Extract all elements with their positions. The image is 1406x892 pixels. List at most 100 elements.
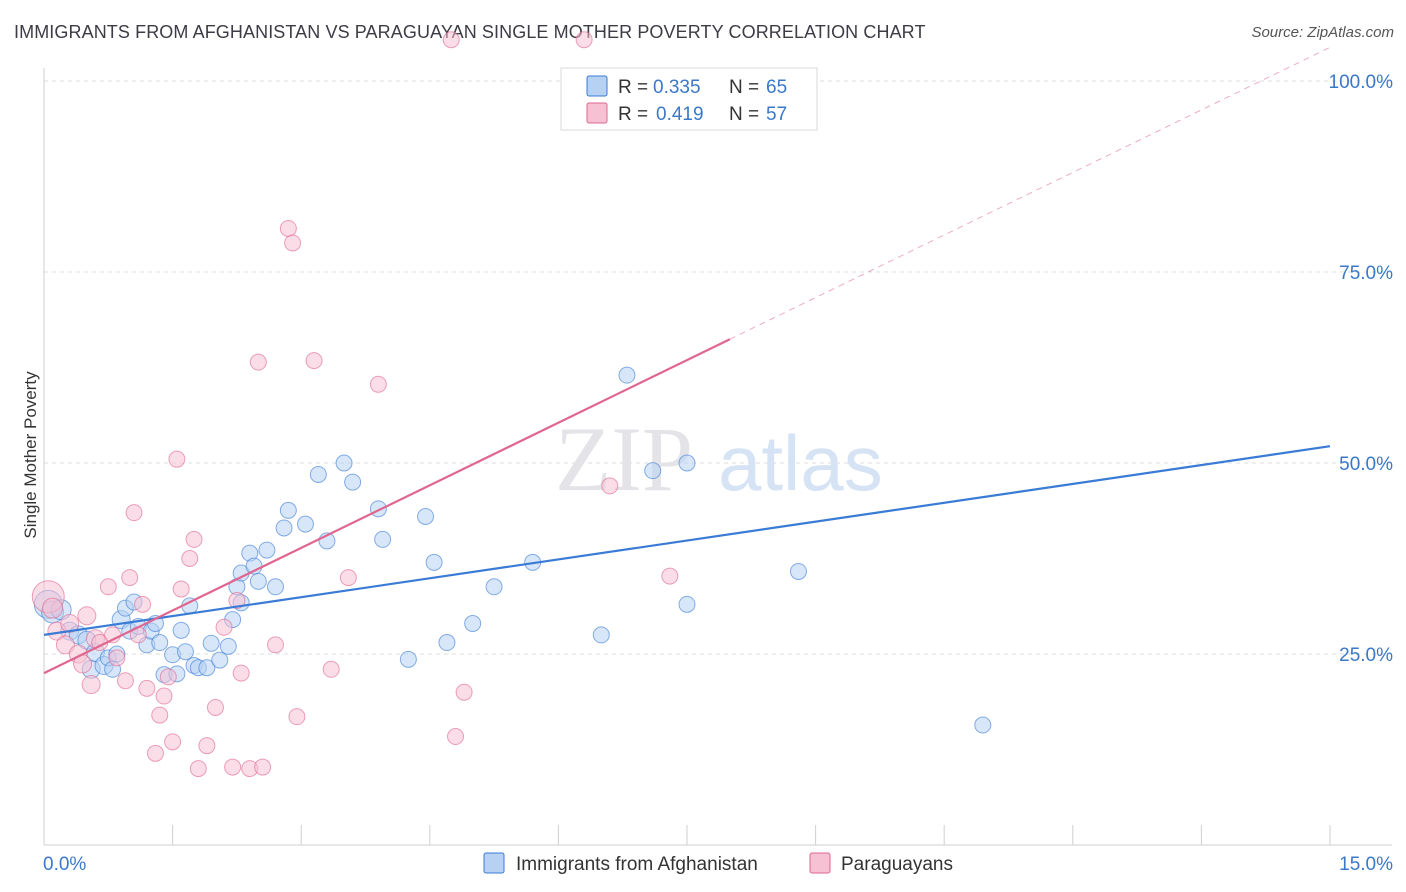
watermark-zip: ZIP	[555, 408, 693, 510]
point-paraguayans	[108, 649, 126, 667]
point-paraguayans	[134, 595, 152, 613]
point-paraguayans	[116, 672, 134, 690]
point-paraguayans	[138, 679, 156, 697]
point-afghanistan	[438, 634, 456, 652]
point-afghanistan	[485, 578, 503, 596]
source-credit: Source: ZipAtlas.com	[1251, 24, 1394, 41]
legend-swatch-paraguayans	[586, 102, 608, 124]
point-afghanistan	[279, 501, 297, 519]
x-ticks	[43, 825, 1331, 845]
point-paraguayans	[661, 567, 679, 585]
point-afghanistan	[464, 614, 482, 632]
y-tick-label: 100.0%	[1329, 72, 1394, 93]
point-paraguayans	[601, 477, 619, 495]
point-paraguayans	[249, 353, 267, 371]
point-afghanistan	[678, 454, 696, 472]
y-tick-label: 75.0%	[1339, 263, 1393, 284]
series-legend-label-paraguayans: Paraguayans	[841, 854, 953, 875]
point-paraguayans	[81, 675, 101, 695]
point-afghanistan	[592, 626, 610, 644]
point-afghanistan	[211, 651, 229, 669]
series-legend-swatch-afghanistan	[483, 852, 505, 874]
point-paraguayans	[215, 618, 233, 636]
trend-line-paraguayans	[43, 338, 731, 675]
legend-r-label: R =	[618, 77, 648, 98]
legend-n-value: 65	[766, 77, 787, 98]
point-paraguayans	[339, 569, 357, 587]
point-afghanistan	[399, 650, 417, 668]
point-paraguayans	[198, 737, 216, 755]
point-afghanistan	[296, 515, 314, 533]
point-paraguayans	[455, 683, 473, 701]
point-afghanistan	[335, 454, 353, 472]
point-afghanistan	[198, 659, 216, 677]
point-paraguayans	[146, 744, 164, 762]
series-legend: Immigrants from Afghanistan Paraguayans	[483, 852, 953, 875]
point-afghanistan	[266, 578, 284, 596]
series-legend-label-afghanistan: Immigrants from Afghanistan	[516, 854, 758, 875]
point-afghanistan	[309, 465, 327, 483]
point-afghanistan	[417, 507, 435, 525]
point-paraguayans	[151, 706, 169, 724]
point-afghanistan	[374, 530, 392, 548]
grid-lines	[44, 80, 1392, 655]
series-legend-swatch-paraguayans	[809, 852, 831, 874]
point-afghanistan	[219, 637, 237, 655]
point-paraguayans	[55, 635, 75, 655]
point-paraguayans	[121, 569, 139, 587]
point-afghanistan	[974, 716, 992, 734]
point-paraguayans	[206, 698, 224, 716]
point-afghanistan	[176, 643, 194, 661]
point-afghanistan	[644, 462, 662, 480]
trend-lines	[43, 46, 1331, 675]
point-afghanistan	[425, 553, 443, 571]
axes	[43, 68, 1392, 846]
y-tick-label: 25.0%	[1339, 645, 1393, 666]
point-paraguayans	[189, 760, 207, 778]
legend-r-label: R =	[618, 104, 648, 125]
point-paraguayans	[42, 597, 64, 619]
trend-extension-paraguayans	[729, 46, 1331, 340]
legend-n-label: N =	[729, 104, 759, 125]
legend-swatch-afghanistan	[586, 75, 608, 97]
point-afghanistan	[369, 500, 387, 518]
point-paraguayans	[155, 687, 173, 705]
point-afghanistan	[618, 366, 636, 384]
trend-line-afghanistan	[43, 445, 1331, 636]
point-afghanistan	[172, 621, 190, 639]
legend-n-value: 57	[766, 104, 787, 125]
y-tick-labels: 25.0% 50.0% 75.0% 100.0%	[1329, 72, 1394, 666]
point-paraguayans	[168, 450, 186, 468]
point-paraguayans	[228, 592, 246, 610]
y-tick-label: 50.0%	[1339, 454, 1393, 475]
point-paraguayans	[164, 733, 182, 751]
point-afghanistan	[678, 595, 696, 613]
point-afghanistan	[789, 562, 807, 580]
point-afghanistan	[275, 519, 293, 537]
stats-legend: R = 0.335 N = 65 R = 0.419 N = 57	[560, 67, 818, 131]
x-tick-label-max: 15.0%	[1339, 854, 1393, 875]
watermark-atlas: atlas	[718, 419, 883, 507]
point-afghanistan	[151, 634, 169, 652]
point-afghanistan	[344, 473, 362, 491]
point-paraguayans	[181, 550, 199, 567]
series-paraguayans-points	[31, 31, 679, 778]
point-afghanistan	[258, 541, 276, 559]
point-paraguayans	[266, 636, 284, 654]
point-paraguayans	[172, 580, 190, 598]
point-paraguayans	[99, 578, 117, 596]
legend-n-label: N =	[729, 77, 759, 98]
point-paraguayans	[305, 352, 323, 370]
point-paraguayans	[279, 219, 297, 237]
point-afghanistan	[202, 634, 220, 652]
point-paraguayans	[369, 375, 387, 393]
point-paraguayans	[447, 728, 465, 746]
legend-r-value: 0.335	[653, 77, 701, 98]
point-paraguayans	[442, 31, 460, 49]
point-afghanistan	[249, 572, 267, 590]
point-paraguayans	[575, 31, 593, 49]
point-paraguayans	[322, 660, 340, 678]
y-axis-label: Single Mother Poverty	[21, 371, 40, 539]
point-paraguayans	[284, 234, 302, 252]
